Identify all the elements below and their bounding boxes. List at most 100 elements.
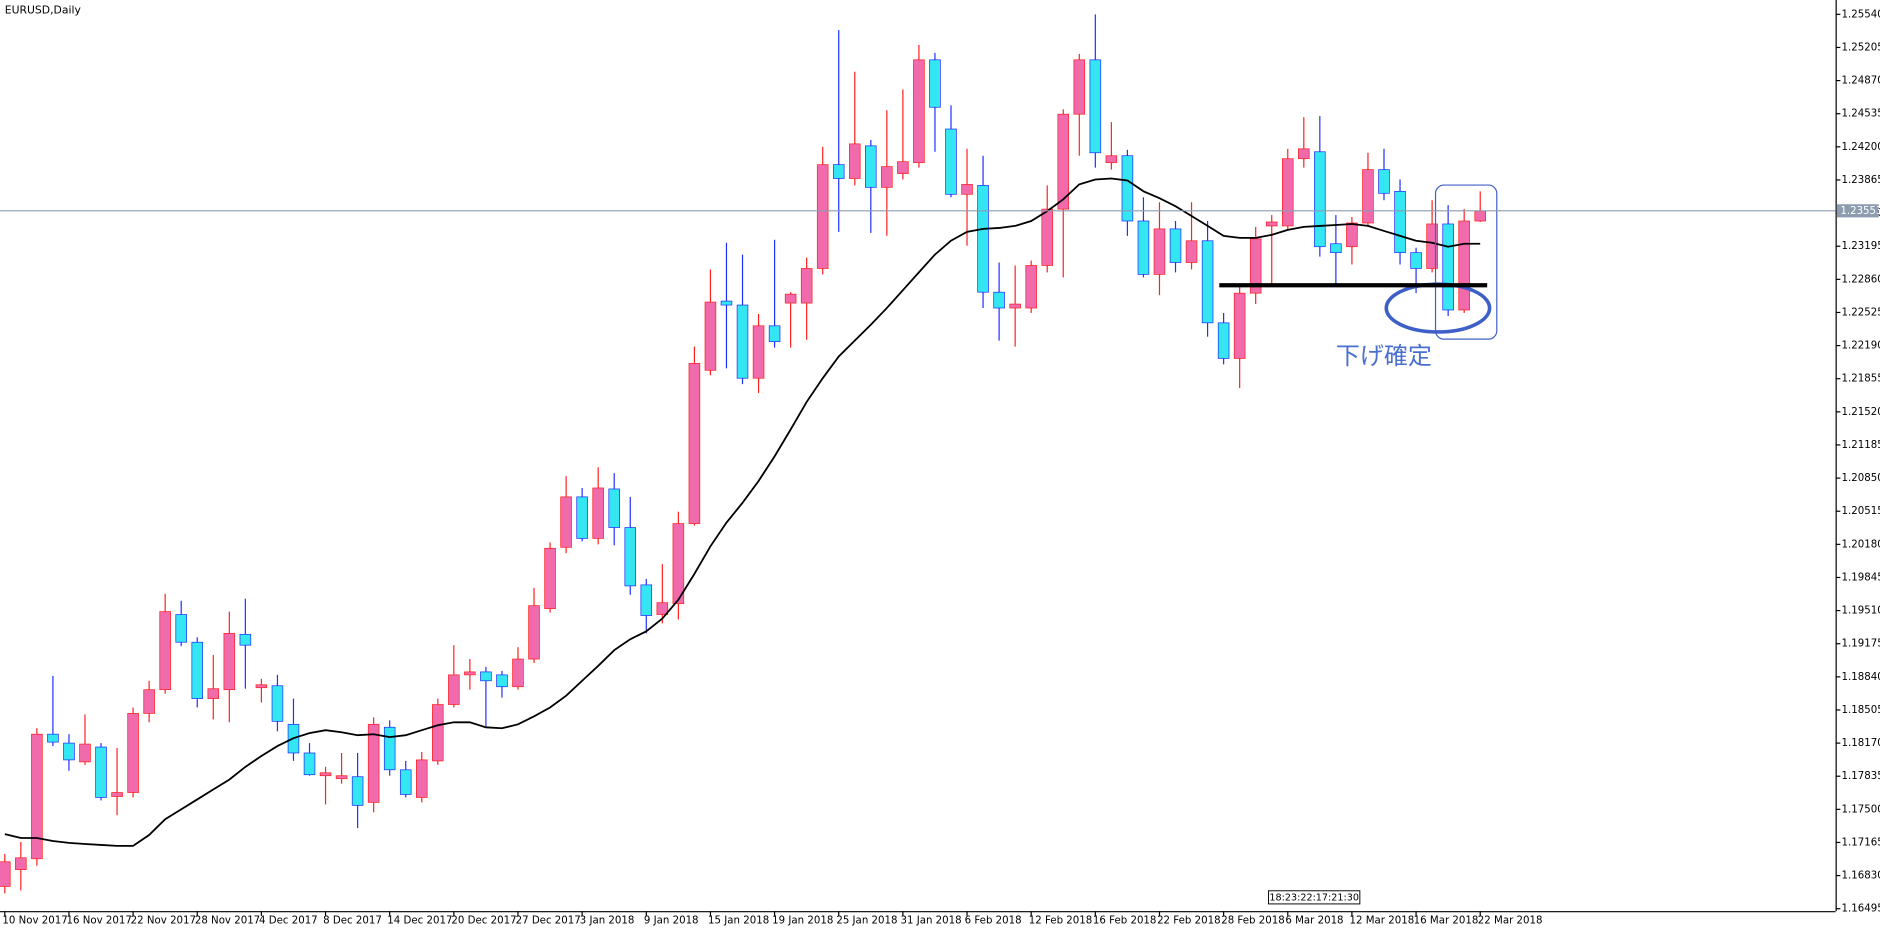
y-tick-label: 1.16495: [1842, 904, 1880, 915]
candle-body: [849, 143, 861, 179]
candle-body: [576, 496, 588, 539]
candle-body: [800, 268, 813, 304]
x-tick-label: 9 Jan 2018: [644, 916, 699, 927]
candle-body: [416, 759, 428, 798]
candle-body: [945, 128, 957, 195]
x-tick-label: 12 Mar 2018: [1350, 916, 1415, 927]
candle-body: [913, 59, 925, 164]
candle-body: [897, 161, 909, 174]
x-tick-label: 15 Jan 2018: [708, 916, 769, 927]
candle-body: [720, 300, 733, 306]
x-tick-label: 19 Jan 2018: [772, 916, 833, 927]
candle-body: [95, 746, 107, 798]
y-tick-label: 1.18505: [1842, 705, 1880, 716]
x-tick-label: 12 Feb 2018: [1029, 916, 1093, 927]
candle-body: [624, 527, 637, 587]
candle-body: [1025, 265, 1037, 309]
candle-body: [1217, 322, 1230, 359]
x-tick-label: 16 Mar 2018: [1414, 916, 1479, 927]
candle-body: [1105, 155, 1118, 164]
candle-body: [383, 726, 396, 771]
candle-body: [688, 363, 701, 524]
candle-body: [1458, 220, 1470, 311]
moving-average: [4, 177, 1481, 847]
candle-body: [207, 688, 220, 699]
x-tick-label: 28 Nov 2017: [195, 916, 260, 927]
candle-body: [111, 792, 123, 797]
candle-body: [319, 772, 332, 777]
y-tick-label: 1.19845: [1842, 572, 1880, 583]
countdown-box: [1268, 890, 1361, 905]
candle-body: [881, 166, 893, 188]
candle-body: [1442, 223, 1454, 311]
countdown: 18:23:22:17:21:30: [1269, 892, 1359, 903]
x-tick-label: 4 Dec 2017: [259, 916, 318, 927]
candle-body: [191, 641, 204, 699]
candle-body: [432, 704, 444, 762]
candle-body: [63, 742, 75, 761]
x-tick-label: 27 Dec 2017: [516, 916, 581, 927]
y-tick-label: 1.20180: [1842, 539, 1880, 550]
candle-body: [1041, 208, 1053, 266]
candle-body: [480, 671, 492, 682]
x-tick-label: 3 Jan 2018: [580, 916, 635, 927]
candle-body: [448, 674, 460, 705]
x-tick-label: 25 Jan 2018: [836, 916, 897, 927]
candle-body: [832, 164, 845, 179]
candle-body: [752, 325, 765, 379]
candle-body: [1073, 59, 1086, 115]
candle-body: [1089, 59, 1102, 154]
x-tick-label: 22 Feb 2018: [1157, 916, 1221, 927]
current-price-box: [1836, 204, 1879, 218]
y-tick-label: 1.21855: [1842, 374, 1880, 385]
candle-body: [929, 59, 941, 108]
candle-body: [528, 605, 540, 660]
candle-body: [1153, 228, 1166, 275]
y-tick-label: 1.23865: [1842, 175, 1880, 186]
x-tick-label: 20 Dec 2017: [451, 916, 516, 927]
candle-body: [1346, 222, 1358, 248]
x-tick-label: 31 Jan 2018: [900, 916, 961, 927]
y-tick-label: 1.19510: [1842, 606, 1880, 617]
highlight-box: [1434, 184, 1498, 340]
candle-body: [1265, 221, 1278, 227]
candle-body: [1185, 240, 1198, 263]
candle-body: [1009, 303, 1021, 309]
candle-body: [1394, 190, 1406, 253]
candle-body: [1249, 238, 1262, 294]
candle-body: [47, 733, 59, 743]
y-tick-label: 1.21520: [1842, 407, 1880, 418]
y-tick-label: 1.20850: [1842, 473, 1880, 484]
candle-body: [560, 496, 572, 548]
candle-body: [736, 304, 749, 379]
candle-body: [672, 523, 685, 605]
candle-body: [816, 164, 829, 269]
candle-body: [303, 752, 316, 776]
candle-body: [704, 301, 717, 371]
x-tick-label: 10 Nov 2017: [2, 916, 67, 927]
candle-body: [351, 776, 364, 806]
y-tick-label: 1.25205: [1842, 42, 1880, 53]
candle-body: [255, 684, 268, 689]
candle-body: [239, 633, 252, 646]
y-tick-label: 1.19175: [1842, 639, 1880, 650]
y-tick-label: 1.23195: [1842, 241, 1880, 252]
candle-body: [335, 775, 348, 780]
candle-body: [977, 185, 989, 293]
candle-body: [31, 733, 43, 860]
candle-body: [271, 685, 284, 722]
candle-body: [592, 487, 604, 539]
y-tick-label: 1.21185: [1842, 440, 1880, 451]
candle-body: [1057, 113, 1070, 210]
candle-body: [1330, 243, 1342, 253]
x-tick-label: 16 Nov 2017: [67, 916, 132, 927]
annotation-text: 下げ確定: [1336, 342, 1432, 370]
y-tick-label: 1.25540: [1842, 9, 1880, 20]
candle-body: [768, 325, 781, 342]
candle-body: [15, 857, 27, 871]
x-tick-label: 22 Mar 2018: [1478, 916, 1543, 927]
y-tick-label: 1.22860: [1842, 274, 1880, 285]
candle-body: [961, 184, 973, 195]
y-tick-label: 1.24535: [1842, 109, 1880, 120]
